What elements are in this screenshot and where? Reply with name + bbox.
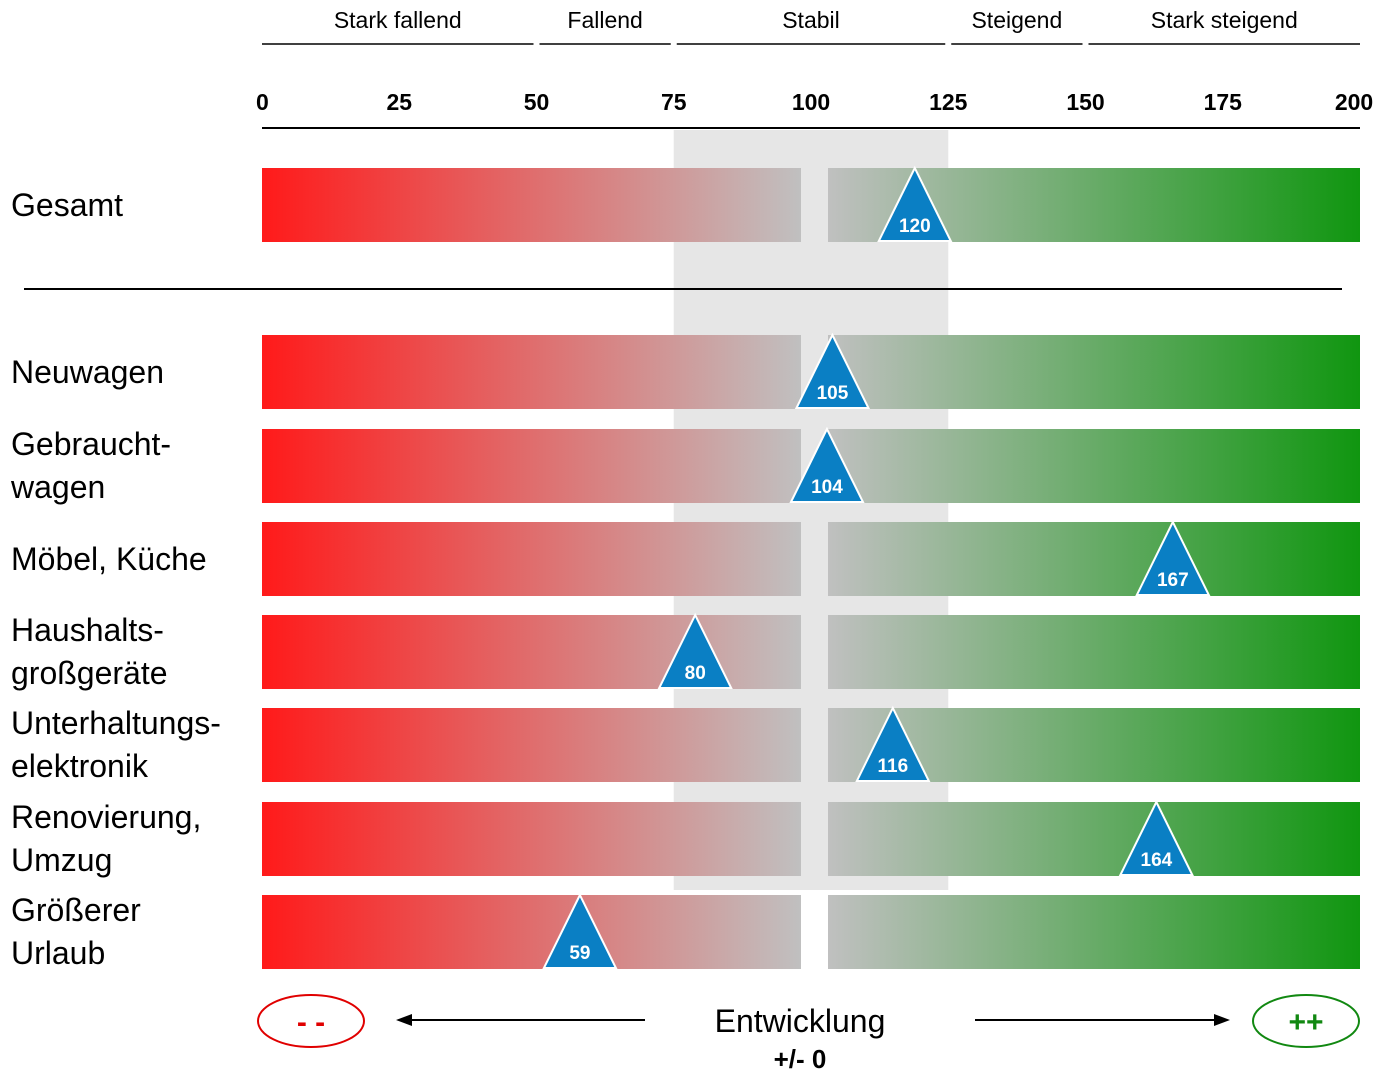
tick-label: 100 — [792, 89, 830, 115]
band-label: Stark fallend — [334, 7, 462, 33]
category-label: Haushalts- großgeräte — [11, 612, 168, 691]
axis-ticks: 0 25 50 75 100 125 150 175 200 — [256, 89, 1373, 115]
band-label: Steigend — [971, 7, 1062, 33]
value-label: 105 — [817, 383, 849, 404]
band-label: Fallend — [567, 7, 642, 33]
bar-positive — [828, 522, 1360, 596]
minus-label: - - — [297, 1006, 325, 1039]
tick-label: 175 — [1204, 89, 1243, 115]
tick-label: 50 — [524, 89, 550, 115]
category-label: Renovierung, Umzug — [11, 799, 202, 878]
bar-positive — [828, 895, 1360, 969]
arrow-right-head — [1214, 1014, 1230, 1026]
value-marker — [877, 165, 953, 242]
category-label: Größerer Urlaub — [11, 892, 141, 971]
value-label: 120 — [899, 216, 931, 237]
footer-center-sublabel: +/- 0 — [774, 1044, 827, 1072]
bar-positive — [828, 429, 1360, 503]
value-label: 116 — [878, 756, 909, 777]
value-marker — [789, 426, 865, 503]
band-label: Stark steigend — [1151, 7, 1298, 33]
bar-negative — [262, 335, 801, 409]
value-label: 104 — [811, 477, 843, 498]
tick-label: 25 — [386, 89, 412, 115]
category-label: Möbel, Küche — [11, 540, 207, 577]
value-marker — [1135, 519, 1211, 596]
value-marker — [855, 705, 931, 782]
tick-label: 75 — [661, 89, 687, 115]
markers: 120 105 104 167 80 116 164 59 — [542, 165, 1211, 969]
category-label: Neuwagen — [11, 353, 164, 390]
minus-ellipse — [257, 994, 365, 1048]
bar-positive — [828, 335, 1360, 409]
value-label: 59 — [569, 943, 590, 964]
bar-negative — [262, 522, 801, 596]
bar-negative — [262, 168, 801, 242]
plus-label: ++ — [1288, 1006, 1323, 1039]
footer: - - Entwicklung +/- 0 ++ — [257, 994, 1360, 1072]
value-label: 164 — [1141, 850, 1173, 871]
bar-negative — [262, 802, 801, 876]
value-marker — [542, 892, 618, 969]
arrow-left-head — [396, 1014, 412, 1026]
tick-label: 200 — [1335, 89, 1373, 115]
band-headers: Stark fallend Fallend Stabil Steigend Stark … — [262, 7, 1360, 45]
value-marker — [1118, 799, 1194, 876]
plus-ellipse — [1252, 994, 1360, 1048]
value-label: 167 — [1157, 570, 1189, 591]
value-marker — [794, 332, 871, 409]
bar-negative — [262, 895, 801, 969]
tick-label: 150 — [1066, 89, 1104, 115]
bar-positive — [828, 615, 1360, 689]
tick-label: 125 — [929, 89, 968, 115]
bar-negative — [262, 429, 801, 503]
footer-center-label: Entwicklung — [715, 1003, 886, 1039]
category-label: Gesamt — [11, 186, 124, 223]
tick-label: 0 — [256, 89, 269, 115]
bar-negative — [262, 708, 801, 782]
bar-positive — [828, 802, 1360, 876]
category-label: Unterhaltungs- elektronik — [11, 705, 221, 784]
value-marker — [657, 612, 733, 689]
category-label: Gebraucht- wagen — [11, 426, 172, 505]
band-label: Stabil — [782, 7, 840, 33]
value-label: 80 — [685, 663, 706, 684]
